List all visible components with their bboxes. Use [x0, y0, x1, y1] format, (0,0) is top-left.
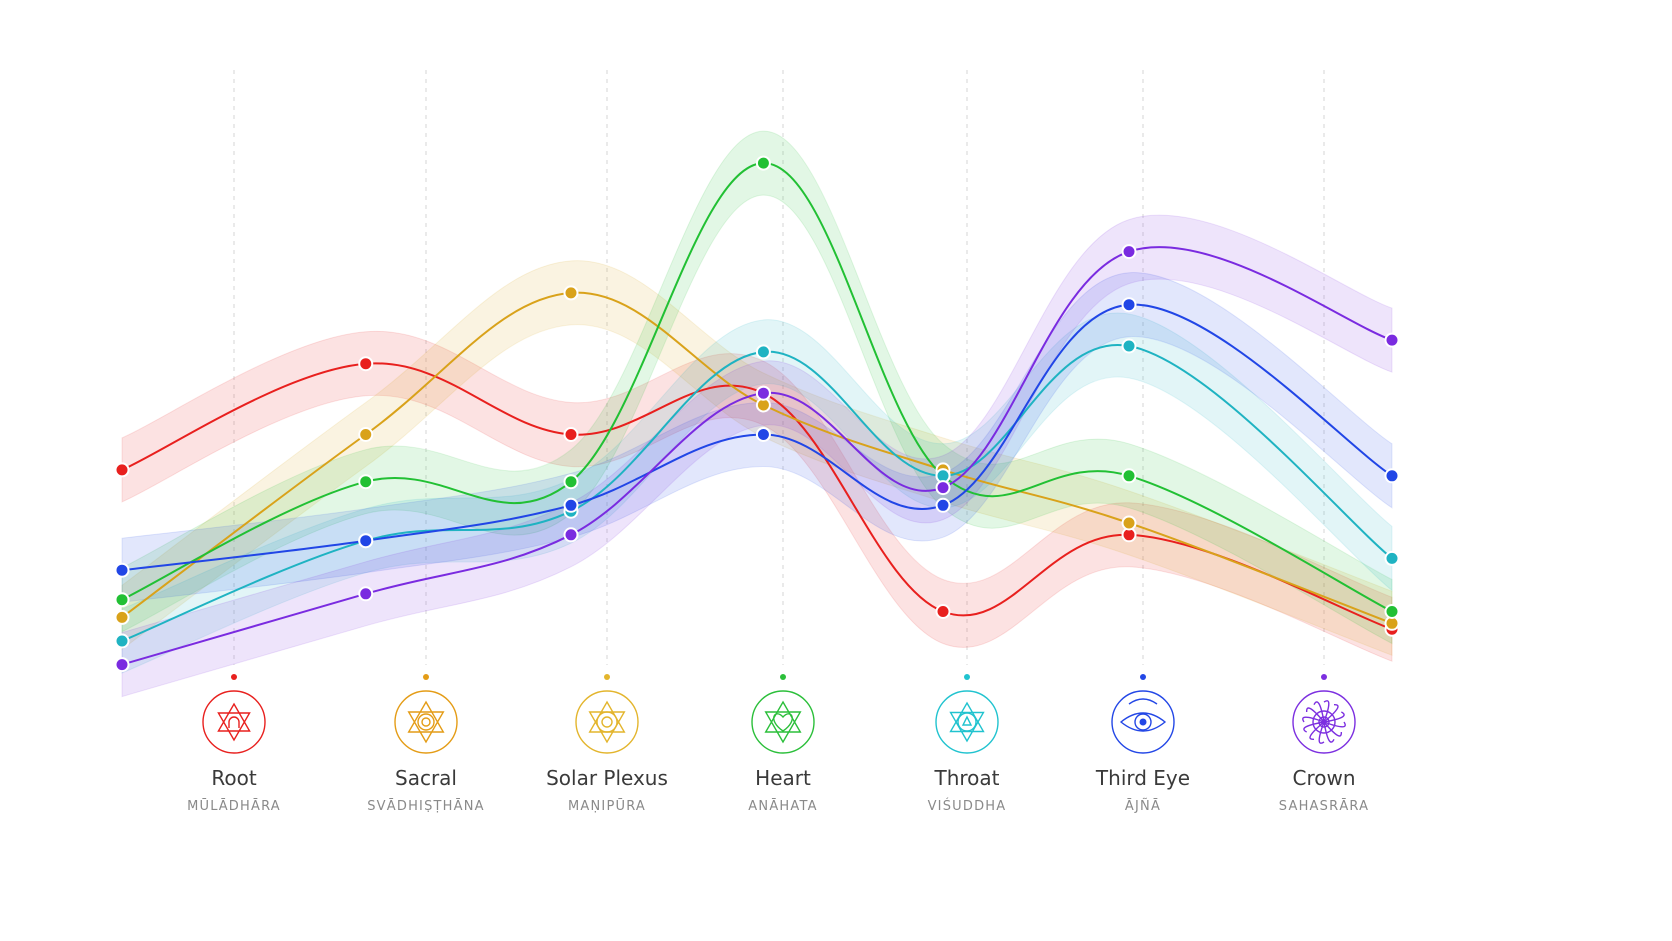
series-5-point-1[interactable] [358, 586, 374, 602]
series-2-point-1[interactable] [358, 474, 374, 490]
tick-label-solar-plexus: Solar Plexus [546, 766, 668, 790]
tick-label-throat: Throat [933, 766, 999, 790]
series-4-point-2[interactable] [563, 497, 579, 513]
series-2-point-6[interactable] [1384, 604, 1400, 619]
series-0-point-2[interactable] [563, 427, 579, 442]
tick-sublabel-sacral: SVĀDHIṢṬHĀNA [367, 799, 485, 814]
series-3-band [121, 312, 1393, 674]
tick-label-heart: Heart [755, 766, 811, 790]
root-chakra-icon[interactable] [202, 690, 266, 754]
series-4-point-0[interactable] [114, 562, 130, 578]
series-3-point-3[interactable] [755, 344, 771, 360]
series-5-point-5[interactable] [1121, 244, 1137, 260]
series-5-point-6[interactable] [1384, 332, 1400, 348]
series-2-point-2[interactable] [563, 474, 579, 490]
tick-label-root: Root [211, 766, 256, 790]
sacral-chakra-icon[interactable] [394, 690, 458, 754]
third-eye-chakra-icon[interactable] [1111, 690, 1175, 754]
series-1-point-0[interactable] [114, 609, 130, 625]
series-3-point-0[interactable] [114, 633, 130, 649]
series-1-band [121, 260, 1393, 657]
series-4-point-4[interactable] [935, 497, 951, 513]
series-2-band [121, 130, 1393, 645]
tick-sublabel-heart: ANĀHATA [748, 799, 817, 814]
series-5-point-0[interactable] [114, 657, 130, 673]
series-0-point-1[interactable] [358, 356, 374, 372]
tick-label-sacral: Sacral [395, 766, 457, 790]
tick-label-crown: Crown [1292, 766, 1355, 790]
series-5-point-4[interactable] [935, 480, 951, 496]
tick-sublabel-throat: VIŚUDDHA [928, 798, 1007, 814]
confidence-bands [121, 130, 1393, 698]
series-5-point-2[interactable] [563, 527, 579, 543]
series-1-point-1[interactable] [358, 427, 374, 442]
series-4-point-6[interactable] [1384, 468, 1400, 484]
axis-dot-throat [964, 674, 970, 680]
series-3-point-5[interactable] [1121, 338, 1137, 354]
axis-dot-sacral [423, 674, 429, 680]
series-3-point-6[interactable] [1384, 550, 1400, 566]
axis-dot-crown [1321, 674, 1327, 680]
tick-label-third-eye: Third Eye [1095, 766, 1190, 790]
axis-dot-third-eye [1140, 674, 1146, 680]
series-0-point-4[interactable] [935, 604, 951, 619]
crown-chakra-icon[interactable] [1292, 690, 1356, 754]
series-1-point-2[interactable] [563, 285, 579, 301]
solar-plexus-chakra-icon[interactable] [575, 690, 639, 754]
series-2-point-3[interactable] [755, 155, 771, 171]
series-0-band [121, 330, 1393, 662]
series-4-point-1[interactable] [358, 533, 374, 549]
tick-sublabel-solar-plexus: MAṆIPŪRA [568, 799, 646, 814]
series-0-point-0[interactable] [114, 462, 130, 478]
series-4-point-5[interactable] [1121, 297, 1137, 313]
chakra-axis: Root MŪLĀDHĀRA Sacral SVĀDHIṢṬHĀNA Solar Ple… [187, 674, 1369, 814]
tick-sublabel-third-eye: ĀJÑĀ [1125, 798, 1161, 814]
series-2-point-0[interactable] [114, 592, 130, 608]
axis-dot-heart [780, 674, 786, 680]
series-5-point-3[interactable] [755, 385, 771, 401]
axis-dot-root [231, 674, 237, 680]
tick-sublabel-crown: SAHASRĀRA [1279, 799, 1369, 814]
axis-dot-solar-plexus [604, 674, 610, 680]
heart-chakra-icon[interactable] [751, 690, 815, 754]
throat-chakra-icon[interactable] [935, 690, 999, 754]
series-2-point-5[interactable] [1121, 468, 1137, 484]
series-1-point-5[interactable] [1121, 515, 1137, 531]
tick-sublabel-root: MŪLĀDHĀRA [187, 799, 281, 814]
data-points [114, 155, 1400, 673]
series-4-point-3[interactable] [755, 427, 771, 442]
